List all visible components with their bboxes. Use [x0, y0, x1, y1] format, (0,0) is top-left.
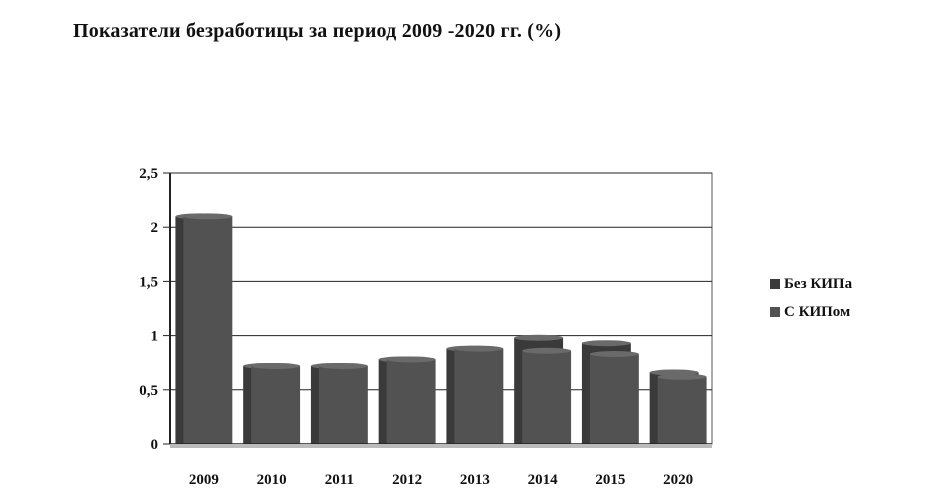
y-tick-label: 0 [151, 437, 159, 453]
x-tick-label: 2020 [663, 472, 693, 488]
y-tick-label: 1,5 [139, 274, 158, 290]
bar-series2-2013 [454, 345, 504, 444]
bar-series2-2009-cap [183, 213, 233, 220]
bar-series2-2020-body [657, 376, 707, 444]
chart-title: Показатели безработицы за период 2009 -2… [73, 20, 562, 42]
bar-series2-2011 [318, 362, 368, 444]
bar-series2-2010 [251, 362, 301, 444]
bar-series2-2015 [589, 351, 639, 444]
x-tick-label: 2011 [325, 472, 354, 488]
bar-series2-2013-cap [454, 345, 504, 352]
bar-series2-2009-body [183, 216, 233, 444]
bar-series2-2011-cap [318, 362, 368, 369]
legend-label-1: Без КИПа [784, 275, 853, 292]
x-tick-label: 2014 [528, 472, 559, 488]
x-tick-label: 2009 [189, 472, 219, 488]
y-tick-labels: 0 0,5 1 1,5 2 2,5 [139, 166, 158, 453]
y-tick-label: 1 [151, 329, 159, 345]
bar-series2-2015-body [589, 354, 639, 444]
bar-series2-2010-cap [251, 362, 301, 369]
x-tick-label: 2012 [392, 472, 422, 488]
bar-series2-2020-cap [657, 373, 707, 380]
x-tick-label: 2013 [460, 472, 490, 488]
bar-series2-2013-body [454, 348, 504, 444]
bar-series2-2011-body [318, 365, 368, 444]
legend-item-1: Без КИПа [770, 270, 852, 298]
bar-series2-2012-body [386, 359, 436, 444]
bars [175, 213, 707, 444]
legend-swatch-2 [770, 307, 780, 317]
axes [163, 172, 712, 448]
bar-series2-2009 [183, 213, 233, 444]
x-tick-label: 2015 [595, 472, 625, 488]
y-tick-label: 2,5 [139, 166, 158, 182]
bar-series2-2014-cap [522, 347, 572, 354]
bar-series2-2010-body [251, 365, 301, 444]
y-tick-label: 0,5 [139, 383, 158, 399]
bar-series2-2014-body [522, 350, 572, 444]
bar-series1-2015-cap [581, 340, 631, 347]
bar-series2-2015-cap [589, 351, 639, 358]
bar-series1-2014-cap [514, 334, 564, 341]
legend-swatch-1 [770, 279, 780, 289]
bar-series2-2012 [386, 356, 436, 444]
legend-item-2: С КИПом [770, 298, 852, 326]
bar-series2-2020 [657, 373, 707, 444]
floor [170, 444, 712, 448]
x-tick-labels: 2009 2010 2011 2012 2013 2014 2015 2020 [189, 472, 693, 488]
bar-series2-2014 [522, 347, 572, 444]
x-tick-label: 2010 [257, 472, 287, 488]
legend: Без КИПа С КИПом [770, 270, 852, 326]
legend-label-2: С КИПом [784, 303, 851, 320]
y-tick-label: 2 [151, 220, 159, 236]
bar-series2-2012-cap [386, 356, 436, 363]
